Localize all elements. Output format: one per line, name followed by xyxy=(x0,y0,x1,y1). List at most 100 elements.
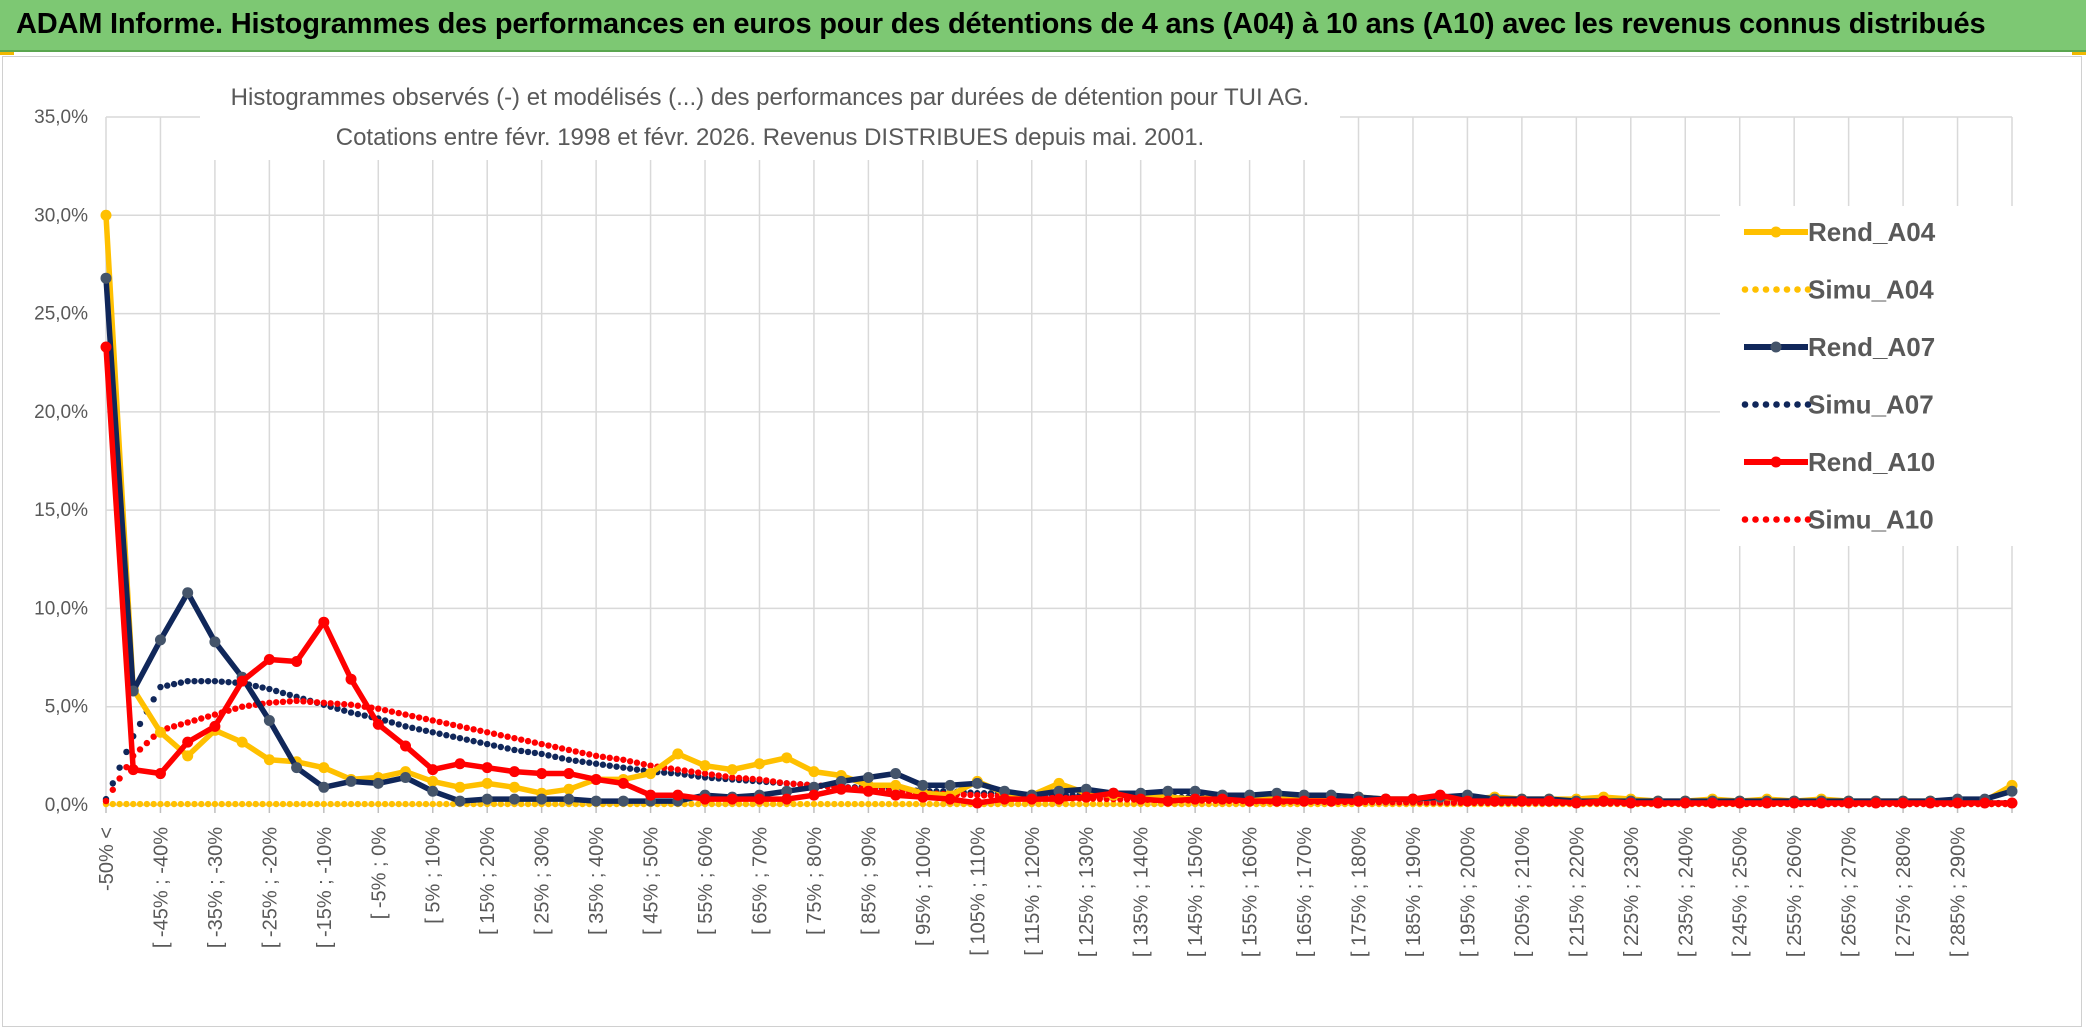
data-point-dot xyxy=(504,733,511,740)
x-tick-label: [ 35% ; 40% xyxy=(586,827,608,935)
data-point-dot xyxy=(776,779,784,786)
data-point-dot xyxy=(497,732,505,739)
data-point-dot xyxy=(415,800,423,808)
data-point xyxy=(1870,797,1882,809)
data-point-dot xyxy=(606,754,613,762)
chart-title-line1: Histogrammes observés (-) et modélisés (… xyxy=(231,84,1310,111)
data-point-dot xyxy=(558,800,566,808)
data-point-dot xyxy=(143,800,151,808)
data-point-dot xyxy=(667,765,675,772)
data-point-dot xyxy=(531,739,539,746)
data-point-dot xyxy=(245,702,253,709)
data-point xyxy=(999,785,1011,797)
data-point xyxy=(345,775,357,787)
data-point-dot xyxy=(327,800,334,808)
data-point xyxy=(674,766,681,773)
legend-swatch-dot xyxy=(1741,516,1749,523)
data-point xyxy=(617,795,629,807)
data-point-dot xyxy=(776,800,784,808)
data-point xyxy=(781,793,793,805)
data-point xyxy=(484,729,491,736)
data-point xyxy=(456,723,464,730)
data-point xyxy=(1162,795,1174,807)
x-tick-label: [ 55% ; 60% xyxy=(695,827,717,935)
legend-swatch-dot xyxy=(1762,401,1770,408)
data-point-dot xyxy=(334,705,341,712)
data-point-dot xyxy=(572,757,579,764)
data-point-dot xyxy=(1069,800,1076,808)
legend-label: Simu_A10 xyxy=(1808,505,1934,535)
data-point-dot xyxy=(790,800,797,808)
data-point-dot xyxy=(341,707,348,714)
data-point xyxy=(211,800,219,808)
data-point-dot xyxy=(490,730,498,737)
data-point-dot xyxy=(1103,800,1110,808)
x-tick-label: [ -35% ; -30% xyxy=(205,827,227,948)
legend-swatch-marker xyxy=(1770,226,1782,238)
data-point xyxy=(890,779,902,791)
data-point-dot xyxy=(422,727,430,734)
data-point-dot xyxy=(688,768,695,775)
data-point-dot xyxy=(334,700,341,707)
data-point-dot xyxy=(252,682,259,690)
data-point xyxy=(971,777,983,789)
data-point-dot xyxy=(1035,800,1042,808)
chart-title-line2: Cotations entre févr. 1998 et févr. 2026… xyxy=(336,124,1204,151)
data-point-dot xyxy=(395,721,402,728)
x-tick-label: [ 195% ; 200% xyxy=(1457,827,1479,957)
data-point-dot xyxy=(1430,799,1437,806)
x-tick-label: [ 85% ; 90% xyxy=(858,827,880,935)
data-point xyxy=(263,654,275,666)
data-point-dot xyxy=(926,800,933,808)
data-point-dot xyxy=(272,699,280,706)
data-point-dot xyxy=(477,727,484,734)
data-point-dot xyxy=(1062,800,1070,808)
data-point-dot xyxy=(586,759,593,766)
data-point xyxy=(402,800,409,808)
data-point-dot xyxy=(844,800,852,808)
data-point-dot xyxy=(225,800,232,808)
data-point xyxy=(293,800,300,808)
data-point-dot xyxy=(872,800,879,808)
data-point xyxy=(427,764,439,776)
data-point xyxy=(1761,797,1773,809)
data-point-dot xyxy=(579,758,586,765)
data-point-dot xyxy=(279,689,287,697)
data-point-dot xyxy=(259,684,266,691)
x-tick-label: [ 95% ; 100% xyxy=(913,827,935,946)
data-point xyxy=(293,697,300,705)
data-point xyxy=(211,711,219,718)
data-point xyxy=(372,777,384,789)
data-point-dot xyxy=(198,715,205,722)
data-point-dot xyxy=(769,800,777,808)
data-point xyxy=(481,777,493,789)
chart-title-box: Histogrammes observés (-) et modélisés (… xyxy=(200,74,1340,160)
data-point xyxy=(1843,797,1855,809)
data-point xyxy=(620,764,627,771)
data-point xyxy=(508,781,520,793)
data-point xyxy=(1162,785,1174,797)
data-point-dot xyxy=(715,772,722,779)
y-tick-label: 0,0% xyxy=(45,795,88,816)
data-point-dot xyxy=(497,800,505,808)
data-point-dot xyxy=(940,800,947,808)
x-tick-label: [ 155% ; 160% xyxy=(1240,827,1262,957)
data-point-dot xyxy=(1076,800,1083,808)
legend-label: Simu_A04 xyxy=(1808,275,1934,305)
data-point xyxy=(2006,797,2018,809)
data-point-dot xyxy=(681,767,688,774)
data-point xyxy=(536,768,548,780)
data-point xyxy=(645,768,657,780)
data-point-dot xyxy=(436,800,443,808)
data-point xyxy=(862,771,874,783)
corner-accent-left xyxy=(0,52,14,55)
data-point xyxy=(1298,795,1310,807)
x-tick-label: [ 5% ; 10% xyxy=(423,827,445,924)
data-point-dot xyxy=(422,715,430,723)
data-point-dot xyxy=(307,698,314,705)
data-point-dot xyxy=(109,780,117,787)
data-point xyxy=(1516,795,1528,807)
data-point xyxy=(699,793,711,805)
data-point-dot xyxy=(116,764,123,771)
data-point xyxy=(1325,795,1337,807)
